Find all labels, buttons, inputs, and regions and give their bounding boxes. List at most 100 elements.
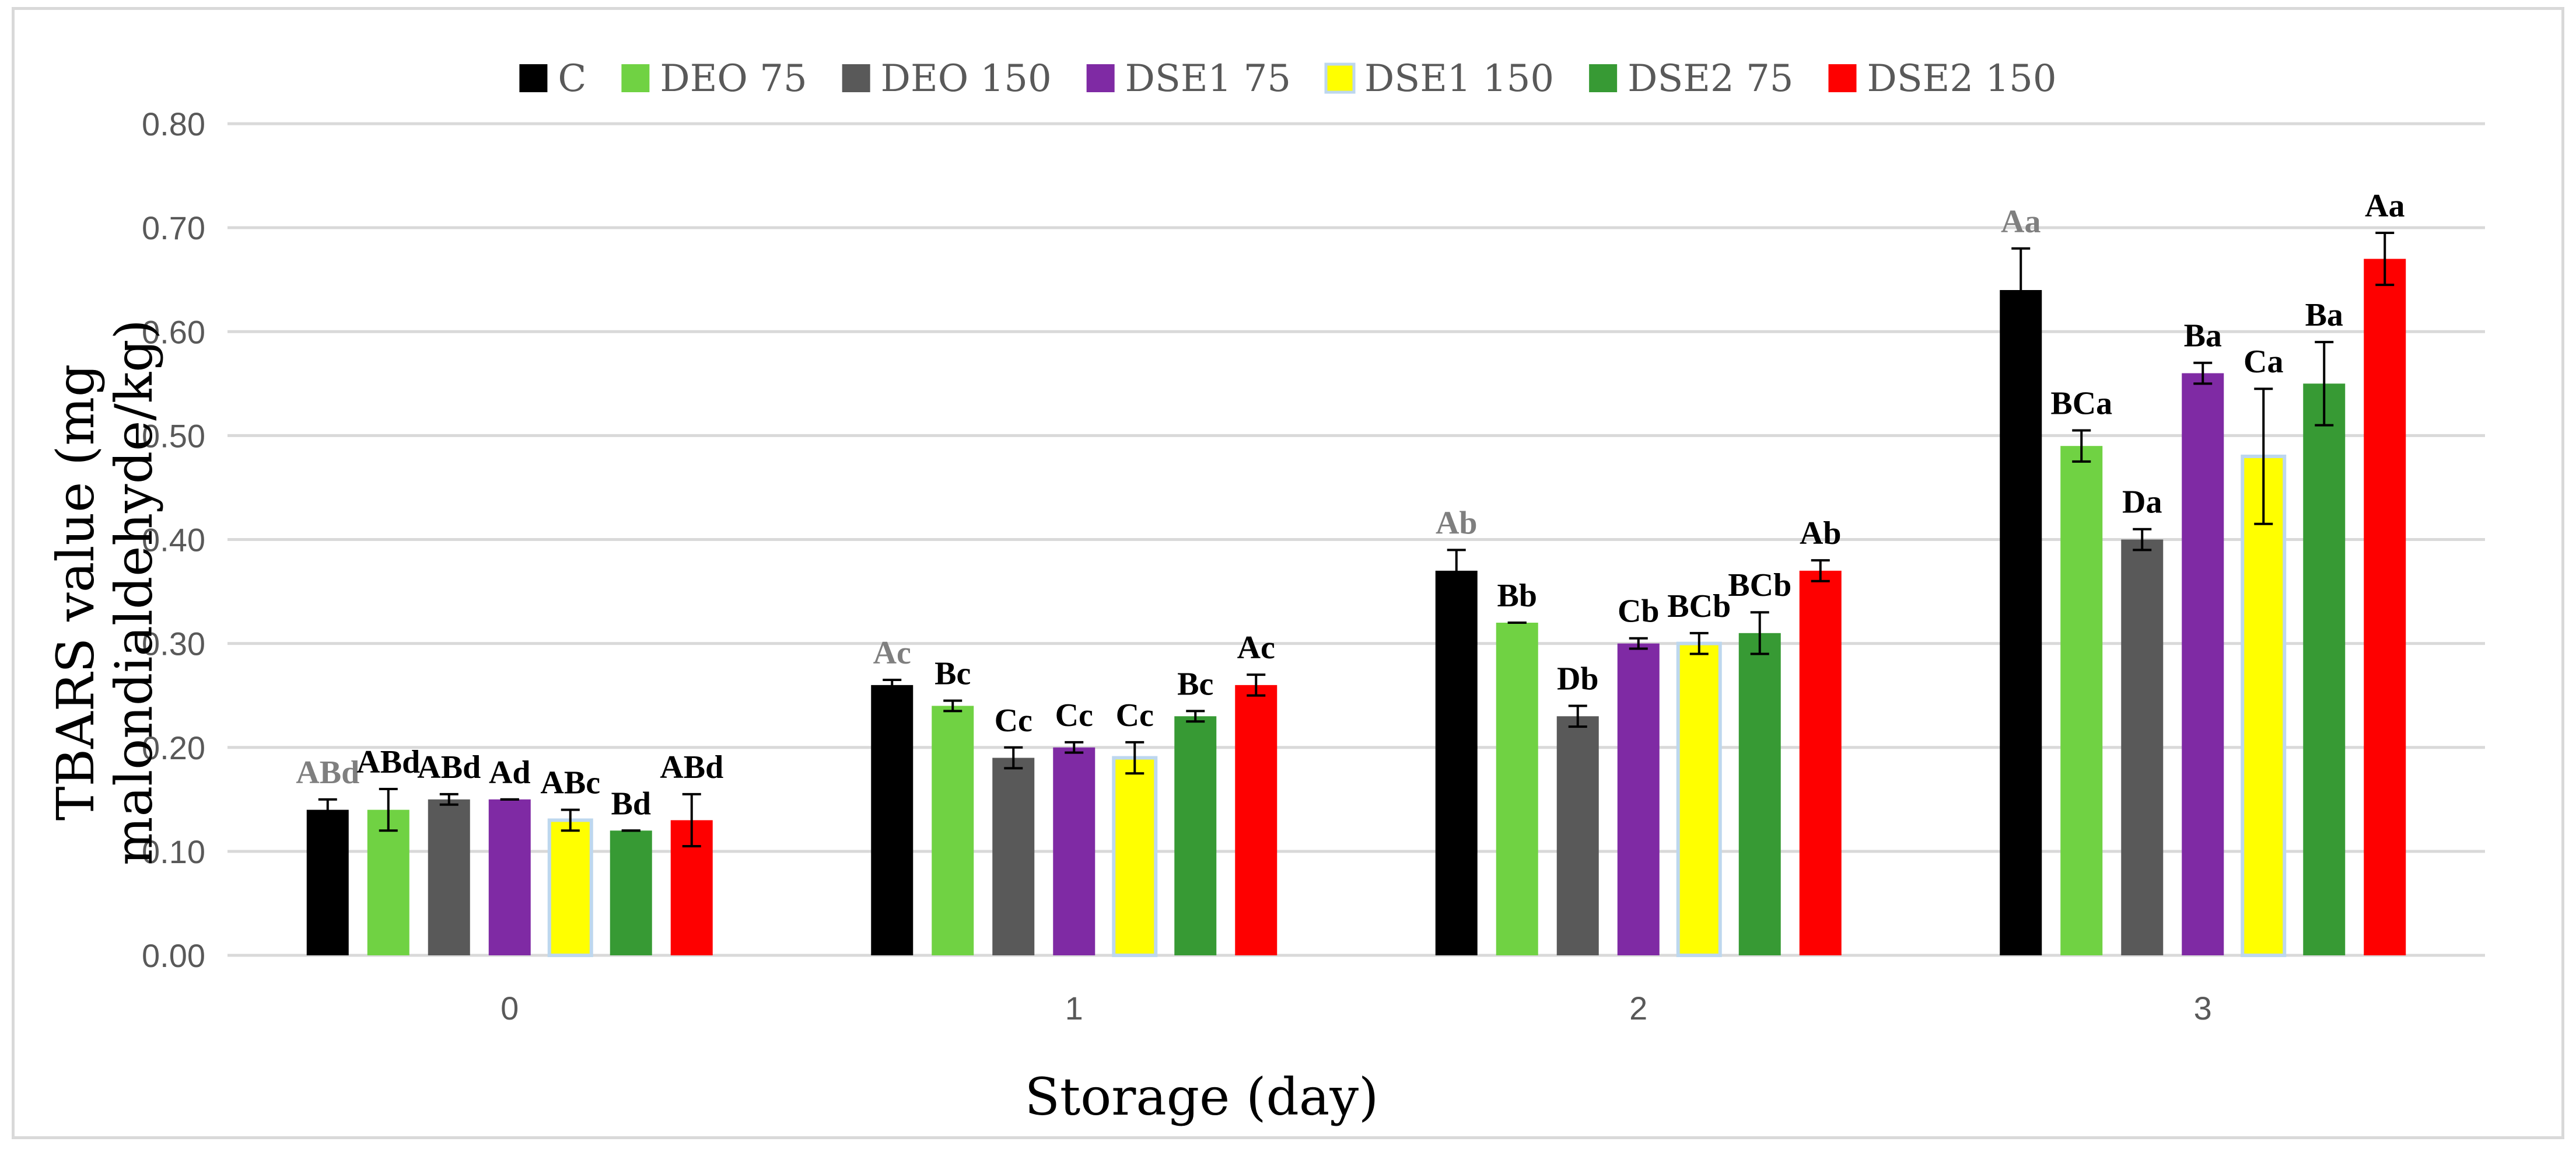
y-axis-title-line-2: malondialdehyde/kg) <box>104 319 164 865</box>
significance-label: Aa <box>2365 188 2404 224</box>
legend-label: DSE2 75 <box>1628 57 1793 100</box>
bar <box>871 685 914 955</box>
bar <box>2121 539 2164 955</box>
legend-label: C <box>558 57 586 100</box>
x-axis-tick-labels: 0 1 2 3 <box>501 990 2212 1027</box>
bar <box>1799 570 1842 955</box>
y-axis-tick-labels: 0.00 0.10 0.20 0.30 0.40 0.50 0.60 0.70 0.80 <box>142 106 205 974</box>
x-tick-label: 3 <box>2194 990 2212 1027</box>
significance-label: Bb <box>1497 578 1538 614</box>
bars <box>306 259 2406 957</box>
significance-label: Bd <box>611 786 652 822</box>
significance-label: Ab <box>1800 515 1842 551</box>
significance-label: Cc <box>1055 697 1093 734</box>
legend-item: DSE2 150 <box>1828 57 2057 100</box>
significance-label: ABd <box>417 749 481 786</box>
significance-label: Aa <box>2001 204 2041 240</box>
y-tick-label: 0.50 <box>142 417 205 454</box>
bar <box>992 757 1035 955</box>
legend-item: DSE2 75 <box>1589 57 1794 100</box>
y-tick-label: 0.60 <box>142 313 205 350</box>
significance-label: Ad <box>489 755 531 791</box>
significance-label: Ba <box>2184 318 2222 354</box>
bar <box>2364 259 2406 955</box>
legend: C DEO 75 DEO 150 DSE1 75 DSE1 150 DSE2 75 DSE2… <box>519 57 2057 100</box>
legend-item: DSE1 75 <box>1086 57 1291 100</box>
significance-label: ABd <box>660 749 723 786</box>
legend-label: DSE1 75 <box>1125 57 1291 100</box>
bar <box>1556 716 1599 955</box>
bar <box>547 818 593 957</box>
significance-label: BCb <box>1728 567 1791 603</box>
legend-swatch <box>621 64 650 92</box>
significance-label: Bc <box>1177 666 1213 702</box>
significance-label: Cc <box>995 703 1032 739</box>
bar <box>1676 641 1722 957</box>
x-tick-label: 0 <box>501 990 519 1027</box>
significance-label: Bc <box>935 656 971 692</box>
legend-label: DEO 75 <box>660 57 807 100</box>
x-axis-title: Storage (day) <box>1025 1067 1379 1127</box>
bar <box>1496 623 1538 955</box>
significance-label: Cc <box>1116 697 1154 734</box>
significance-label: Ac <box>1237 630 1275 666</box>
bar <box>2000 290 2042 955</box>
y-tick-label: 0.20 <box>142 729 205 766</box>
gridlines <box>228 122 2485 957</box>
y-tick-label: 0.00 <box>142 937 205 974</box>
significance-label: ABd <box>356 744 420 780</box>
y-tick-label: 0.10 <box>142 833 205 870</box>
bar <box>1112 756 1158 957</box>
bar <box>2303 383 2346 955</box>
significance-label: BCa <box>2050 385 2112 421</box>
bar <box>1738 633 1781 955</box>
legend-swatch <box>1086 64 1115 92</box>
significance-label: Ba <box>2305 297 2343 333</box>
bar <box>1053 747 1096 955</box>
significance-label: Da <box>2122 484 2162 521</box>
bar <box>610 830 652 955</box>
legend-label: DSE2 150 <box>1867 57 2057 100</box>
bar <box>1235 685 1278 955</box>
legend-swatch <box>1324 62 1356 94</box>
bar <box>306 809 349 955</box>
y-tick-label: 0.80 <box>142 106 205 142</box>
legend-item: DEO 150 <box>842 57 1052 100</box>
significance-label: ABd <box>296 755 359 791</box>
legend-item: C <box>519 57 586 100</box>
bar <box>1435 570 1478 955</box>
y-axis-title-line-1: TBARS value (mg <box>46 364 106 821</box>
legend-item: DEO 75 <box>621 57 807 100</box>
y-tick-label: 0.70 <box>142 210 205 246</box>
bar <box>2060 446 2103 955</box>
legend-swatch <box>842 64 870 92</box>
bar <box>932 706 974 955</box>
significance-label: Db <box>1557 661 1599 697</box>
bar <box>488 799 531 955</box>
bar <box>428 799 470 955</box>
legend-swatch <box>519 64 548 92</box>
y-tick-label: 0.40 <box>142 522 205 558</box>
significance-label: Cb <box>1618 594 1660 630</box>
significance-label: BCb <box>1667 588 1731 624</box>
legend-label: DEO 150 <box>881 57 1052 100</box>
bar <box>2182 373 2224 955</box>
bar <box>1617 643 1660 955</box>
legend-swatch <box>1828 64 1857 92</box>
significance-label: Ac <box>873 635 911 671</box>
bar <box>2241 455 2287 957</box>
significance-label: Ab <box>1436 505 1478 541</box>
bar <box>1174 716 1217 955</box>
x-tick-label: 1 <box>1065 990 1083 1027</box>
legend-label: DSE1 150 <box>1364 57 1554 100</box>
significance-label: ABc <box>540 765 600 801</box>
error-bars <box>318 232 2395 847</box>
significance-label: Ca <box>2244 344 2283 380</box>
y-axis-title: TBARS value (mg malondialdehyde/kg) <box>46 319 164 865</box>
legend-swatch <box>1589 64 1618 92</box>
x-tick-label: 2 <box>1629 990 1647 1027</box>
legend-item: DSE1 150 <box>1324 57 1554 100</box>
y-tick-label: 0.30 <box>142 626 205 662</box>
